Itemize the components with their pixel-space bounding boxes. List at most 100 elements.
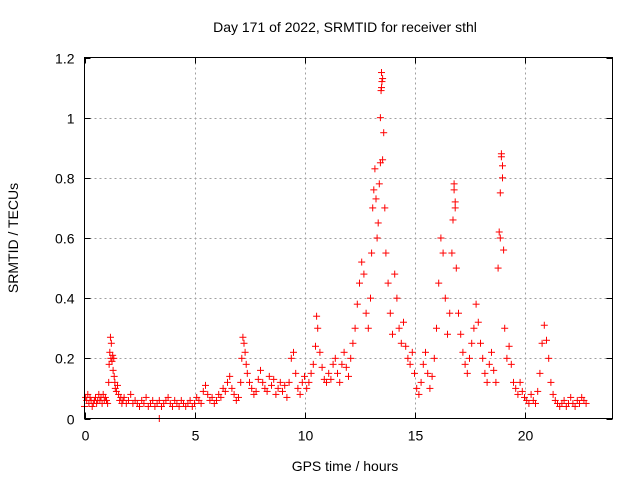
data-point [104,399,112,407]
data-point [538,339,546,347]
data-point [175,402,183,410]
data-point [312,342,319,350]
data-point [501,324,509,332]
data-point [422,348,429,356]
data-point [384,279,392,287]
data-point [452,264,460,272]
data-point [571,402,579,410]
data-point [105,360,113,368]
data-point [449,216,457,224]
data-point [368,249,376,257]
data-point [379,75,387,83]
y-tick-label: 0 [67,412,75,428]
data-point [265,372,273,380]
grid-lines [84,57,613,419]
data-point [199,387,207,395]
data-point [516,378,524,386]
data-point [451,204,459,212]
data-point [379,156,387,164]
data-point [252,387,260,395]
data-point [336,378,344,386]
data-point [254,375,262,383]
data-point [285,378,293,386]
data-point [331,354,339,362]
data-point [377,87,385,95]
data-point [367,294,374,302]
data-point [316,348,324,356]
data-point [235,393,242,401]
data-point [243,369,251,377]
data-point [108,357,116,365]
data-point [582,399,590,407]
data-point [238,354,246,362]
data-point [230,390,238,398]
data-point [428,372,436,380]
data-point [576,399,583,407]
data-point [481,369,489,377]
data-point [208,393,216,401]
axis-ticks [84,57,613,420]
data-point [136,402,143,410]
x-tick-label: 20 [518,428,534,444]
data-point [290,348,297,356]
data-point [358,258,366,266]
data-point [400,318,407,326]
data-point [391,270,399,278]
data-point [507,360,515,368]
data-point [213,396,220,404]
data-point [369,204,377,212]
data-point [402,342,410,350]
data-point [110,354,118,362]
data-point [451,198,459,206]
data-point [512,384,520,392]
data-point [109,366,117,374]
y-tick-label: 1 [67,111,75,127]
data-point [492,378,500,386]
data-point [406,360,414,368]
data-point [496,189,504,197]
y-tick-label: 0.8 [55,171,75,187]
data-point [426,384,434,392]
data-point [281,381,289,389]
data-point [342,363,350,371]
data-point [417,378,425,386]
data-point [191,399,198,407]
data-point [518,387,526,395]
data-point [248,384,256,392]
data-point [103,396,110,404]
data-point [327,375,335,383]
data-point [419,360,427,368]
data-point [325,369,333,377]
data-point [107,339,115,347]
data-point [510,378,517,386]
data-point [88,402,96,410]
data-point [241,348,249,356]
data-point [228,384,236,392]
data-point [246,378,253,386]
data-point [347,354,355,362]
data-point [345,372,352,380]
data-point [450,180,458,188]
data-point [298,378,306,386]
data-point [353,300,361,308]
data-point [397,339,405,347]
data-point [485,360,493,368]
data-point [360,270,368,278]
data-point [444,330,451,338]
data-point [364,324,372,332]
data-point [376,114,384,122]
data-point [276,378,284,386]
data-point [514,390,522,398]
data-point [109,351,117,359]
data-point [239,333,247,341]
data-point [351,324,359,332]
data-point [461,360,469,368]
data-point [110,372,118,380]
data-point [301,372,308,380]
data-point [474,318,482,326]
data-point [499,174,506,182]
data-point [433,324,440,332]
data-point [217,393,225,401]
data-point [378,69,385,77]
